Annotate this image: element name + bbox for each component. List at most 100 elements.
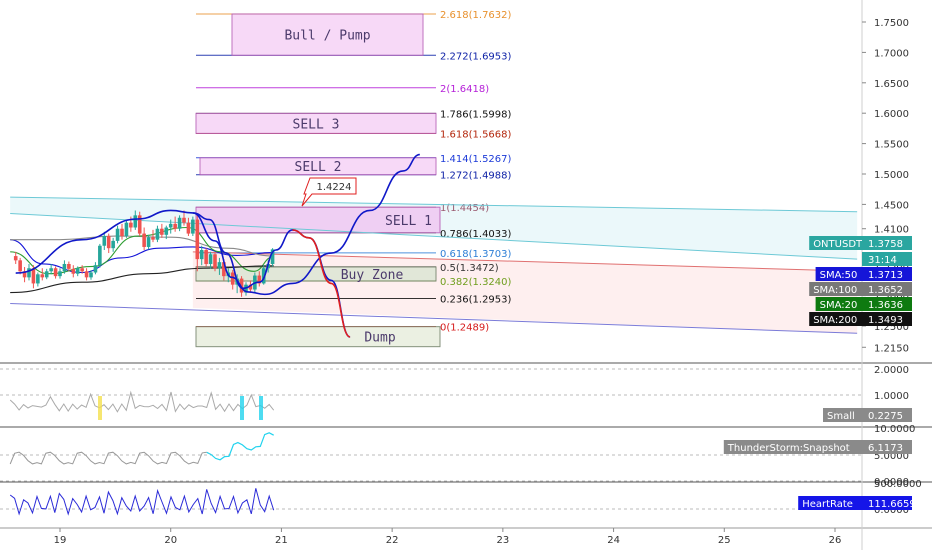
zone-sell — [195, 206, 441, 234]
callout-box — [301, 177, 357, 207]
candle-body — [204, 250, 208, 264]
price-tick-label: 1.6000 — [874, 109, 909, 120]
candle-body — [115, 228, 120, 241]
indicator-name-badge — [823, 408, 862, 422]
candle-body — [208, 254, 213, 264]
badge-label-bg — [809, 282, 862, 296]
indicator-tick-label: 500.0000 — [874, 479, 922, 490]
candle-body — [124, 222, 129, 237]
indicator-tick-label: 0.0000 — [874, 477, 909, 488]
candle-body — [67, 263, 71, 269]
time-tick-label: 24 — [607, 535, 620, 546]
indicator-tick-label: 0.0000 — [874, 505, 909, 516]
fib-label: 2(1.6418) — [440, 84, 489, 95]
badge-value-bg — [862, 236, 912, 250]
candle-body — [31, 268, 36, 284]
candle-body — [120, 228, 124, 237]
candle-body — [137, 215, 142, 234]
candle-body — [182, 217, 186, 223]
badge-label: SMA:200 — [813, 315, 857, 326]
price-tick-label: 1.5000 — [874, 170, 909, 181]
indicator-name-badge — [723, 440, 862, 454]
candle-body — [62, 263, 67, 272]
badge-value-bg — [862, 252, 912, 266]
price-tick-label: 1.7000 — [874, 48, 909, 59]
fib-label: 1.272(1.4988) — [440, 171, 512, 182]
small-highlight-bar — [259, 396, 263, 420]
price-tick-label: 1.2500 — [874, 322, 909, 333]
indicator-value-badge — [862, 408, 912, 422]
projection-path — [15, 153, 420, 296]
fib-label: 2.618(1.7632) — [440, 10, 512, 21]
candle-body — [199, 250, 204, 260]
candle-body — [186, 222, 191, 234]
candle-body — [160, 228, 164, 235]
candle-body — [58, 271, 62, 277]
candle-body — [111, 240, 115, 249]
price-tick-label: 1.2150 — [874, 343, 909, 354]
indicator-name: HeartRate — [802, 499, 853, 510]
indicator-name: Small — [827, 411, 855, 422]
candle-body — [102, 236, 107, 246]
candle-body — [164, 227, 169, 235]
indicator-value: 6.1173 — [868, 443, 903, 454]
candle-body — [22, 271, 27, 278]
badge-label: SMA:20 — [820, 300, 858, 311]
callout: 1.4224 — [301, 177, 357, 207]
candle-body — [106, 236, 111, 249]
candle-body — [195, 219, 200, 260]
price-tick-label: 1.6500 — [874, 79, 909, 90]
indicator-name-badge — [798, 496, 862, 510]
candle-body — [36, 274, 40, 284]
time-tick-label: 20 — [164, 535, 177, 546]
indicator-panes: 2.00001.000010.00005.00000.0000500.00000… — [0, 365, 922, 516]
indicator-tick-label: 1.0000 — [874, 391, 909, 402]
fib-label: 0.786(1.4033) — [440, 229, 512, 240]
candle-body — [146, 237, 151, 247]
small-highlight-bar — [98, 396, 102, 420]
time-tick-label: 25 — [718, 535, 731, 546]
time-tick-label: 21 — [275, 535, 288, 546]
candle-body — [27, 268, 31, 278]
badge-value: 1.3493 — [868, 315, 903, 326]
candle-body — [53, 268, 58, 277]
fib-label: 1.414(1.5267) — [440, 154, 512, 165]
fib-label: 0.236(1.2953) — [440, 294, 512, 305]
candle-body — [84, 271, 89, 278]
projection-paths — [15, 153, 420, 338]
badge-label-bg — [815, 297, 862, 311]
candle-body — [213, 254, 217, 269]
indicator-name: ThunderStorm:Snapshot — [727, 443, 850, 454]
thunderstorm-line-highlight — [206, 432, 274, 461]
zone-label: SELL 3 — [293, 117, 340, 132]
fib-label: 0.618(1.3703) — [440, 249, 512, 260]
candle-body — [80, 268, 84, 272]
candle-body — [49, 268, 53, 272]
indicator-tick-label: 5.0000 — [874, 451, 909, 462]
candle-body — [44, 271, 49, 278]
candle-body — [270, 249, 275, 264]
fib-label: 0(1.2489) — [440, 323, 489, 334]
candle-body — [222, 262, 226, 277]
candle-body — [40, 274, 45, 278]
candle-body — [98, 245, 102, 266]
candle-body — [191, 219, 195, 234]
zone-buy — [195, 326, 441, 348]
indicator-tick-label: 10.0000 — [874, 424, 915, 435]
trend-lines — [10, 196, 858, 334]
candle-body — [239, 278, 244, 293]
candle-body — [142, 233, 146, 247]
candle-body — [75, 268, 80, 274]
candle-body — [230, 272, 235, 285]
candle-body — [93, 265, 98, 273]
badge-label-bg — [815, 267, 862, 281]
badge-label: ONTUSDT — [813, 239, 863, 250]
time-tick-label: 22 — [386, 535, 399, 546]
dump-path — [292, 229, 351, 338]
price-tick-label: 1.4500 — [874, 200, 909, 211]
sma-line — [10, 265, 274, 294]
channel-line — [10, 303, 858, 334]
time-axis[interactable]: 19 20 21 22 23 24 25 26 — [54, 528, 842, 546]
